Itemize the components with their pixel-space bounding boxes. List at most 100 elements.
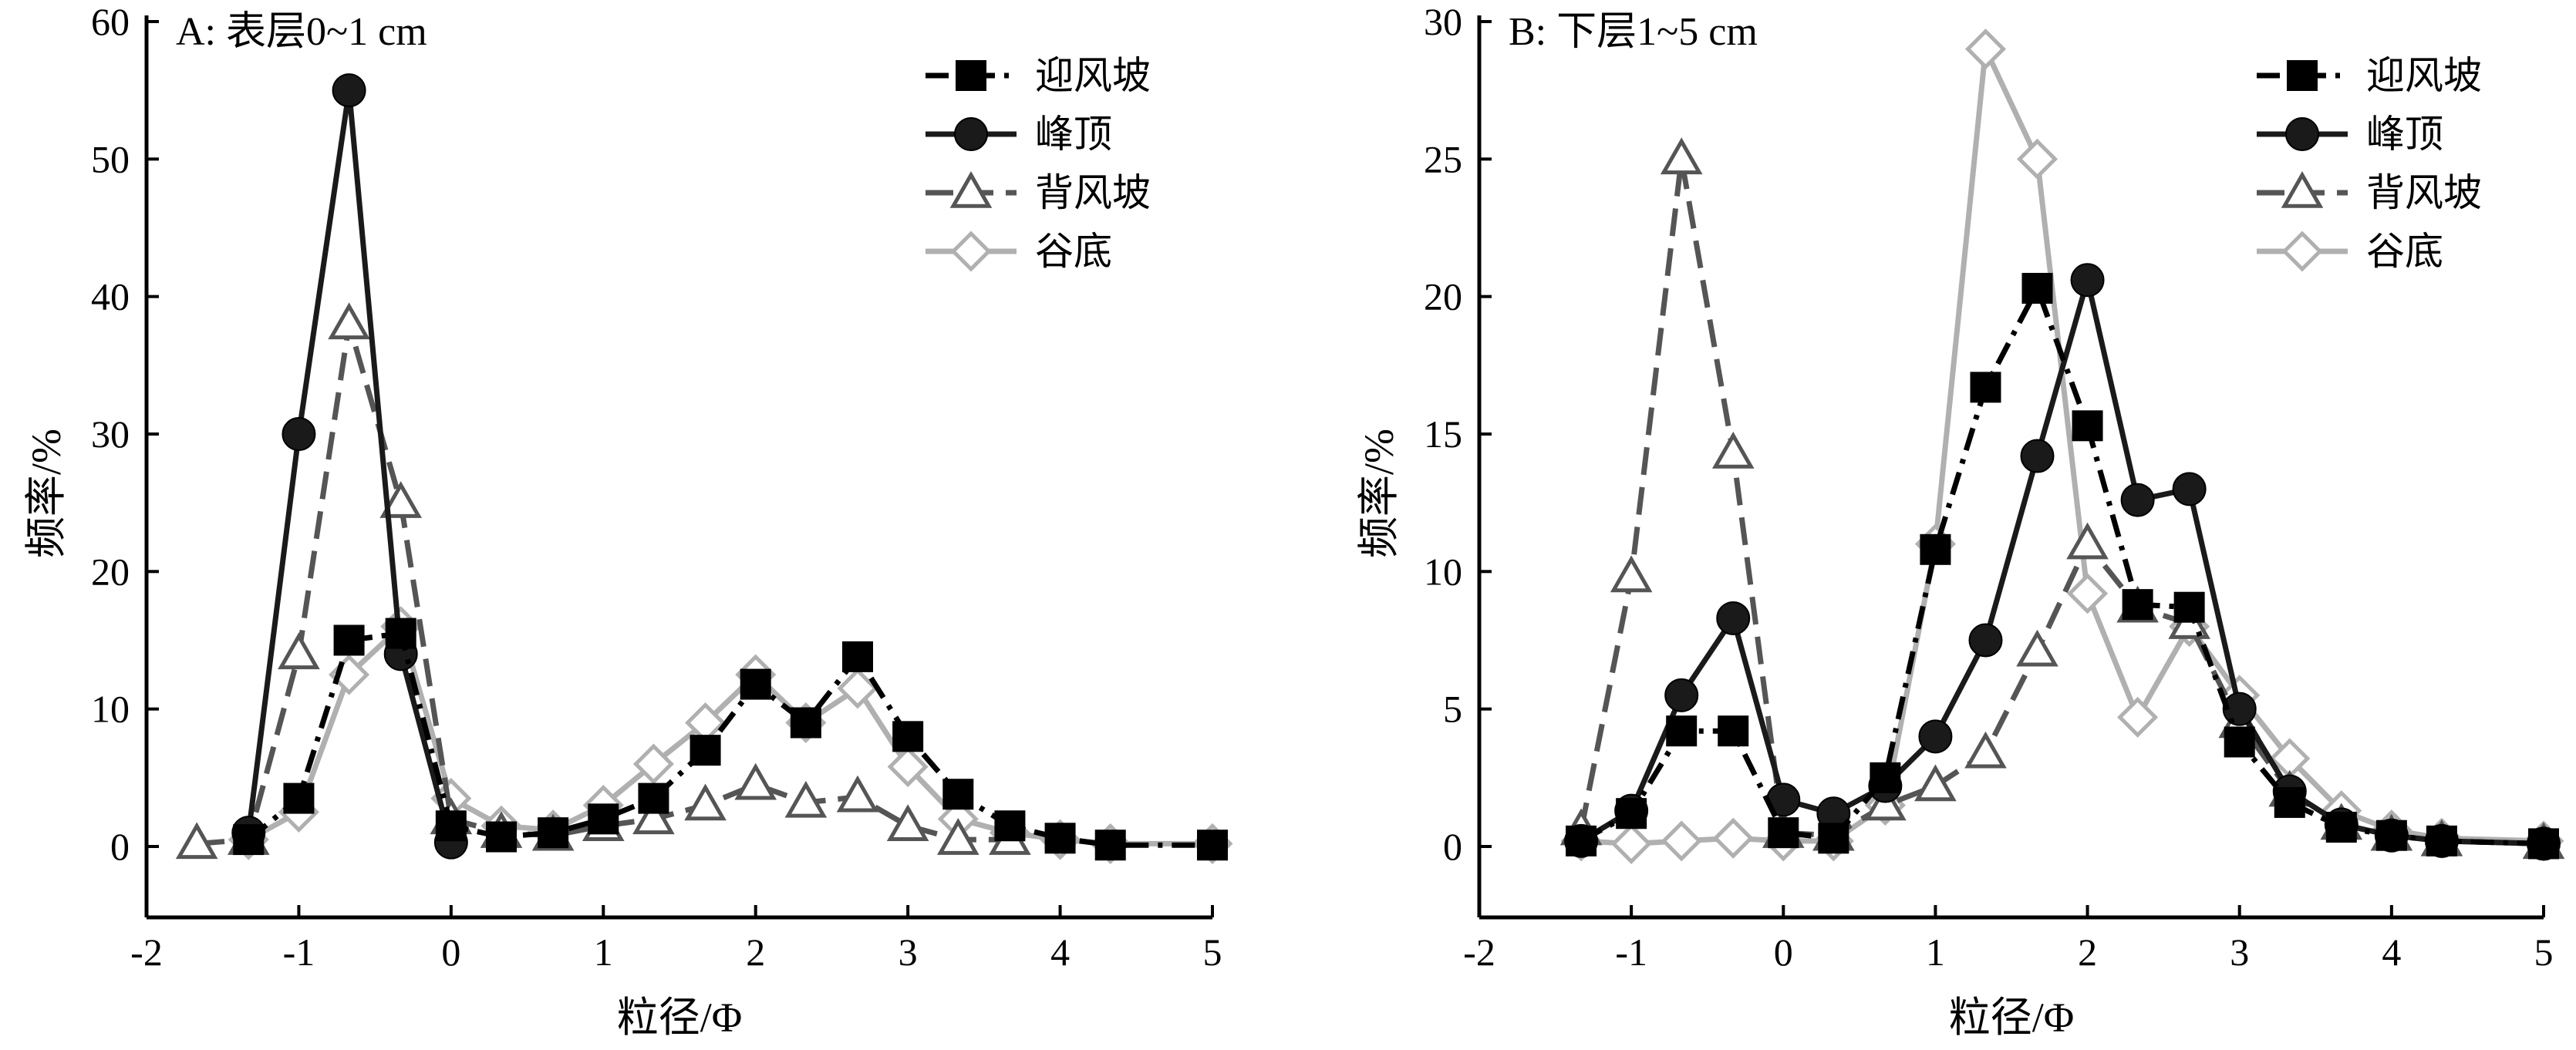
data-point: [385, 618, 416, 649]
data-point: [2066, 522, 2109, 560]
data-point: [1968, 623, 2003, 658]
data-point: [734, 762, 777, 800]
y-tick-label: 30: [1424, 0, 1462, 43]
x-tick-label: 4: [2382, 931, 2401, 974]
y-tick-label: 40: [91, 275, 130, 318]
data-point: [886, 804, 929, 841]
data-point: [1918, 719, 1953, 754]
data-point: [283, 782, 315, 814]
x-tick-label: -1: [1615, 931, 1647, 974]
x-tick-label: 5: [2534, 931, 2554, 974]
legend-label: 背风坡: [2366, 171, 2482, 214]
data-point: [936, 818, 979, 855]
data-point: [1712, 817, 1754, 859]
data-point: [1661, 820, 1702, 862]
data-point: [1666, 715, 1698, 747]
data-point: [1870, 762, 1901, 793]
data-point: [2222, 692, 2257, 726]
data-point: [2117, 696, 2159, 738]
data-point: [1094, 830, 1126, 861]
data-point: [684, 783, 727, 821]
legend-item: 谷底: [2257, 230, 2443, 273]
data-point: [2122, 589, 2153, 621]
legend-item: 迎风坡: [926, 54, 1151, 97]
legend-label: 谷底: [2366, 230, 2443, 273]
data-point: [333, 624, 365, 656]
data-point: [2070, 263, 2105, 298]
x-tick-label: 2: [2078, 931, 2097, 974]
x-tick-label: 3: [2230, 931, 2249, 974]
data-point: [1197, 830, 1228, 861]
data-point: [790, 707, 821, 739]
legend-item: 峰顶: [926, 113, 1112, 156]
x-tick-label: 1: [1926, 931, 1945, 974]
series-line: [196, 321, 1010, 846]
data-point: [841, 641, 873, 672]
data-point: [2426, 825, 2457, 856]
data-point: [638, 782, 669, 814]
panel-title: B: 下层1~5 cm: [1509, 10, 1758, 54]
data-point: [1970, 372, 2001, 403]
data-point: [1044, 823, 1076, 854]
data-point: [2274, 786, 2305, 818]
x-tick-label: 2: [746, 931, 765, 974]
legend-marker: [2285, 117, 2319, 151]
data-point: [942, 779, 974, 810]
data-point: [1716, 601, 1751, 635]
data-point: [332, 73, 366, 108]
data-point: [1711, 431, 1755, 469]
data-point: [1566, 825, 1597, 856]
data-point: [892, 721, 924, 752]
data-point: [282, 417, 316, 451]
data-point: [2021, 272, 2053, 304]
legend-marker: [949, 170, 993, 208]
data-point: [2325, 812, 2357, 843]
series-valley: [228, 606, 1233, 864]
legend-item: 峰顶: [2257, 113, 2443, 156]
data-point: [1914, 764, 1957, 802]
data-point: [1964, 731, 2007, 769]
data-point: [2016, 138, 2058, 180]
legend-item: 背风坡: [926, 170, 1151, 214]
legend-label: 峰顶: [1035, 113, 1112, 156]
data-point: [379, 481, 423, 518]
data-point: [1660, 137, 1703, 175]
data-point: [2020, 439, 2055, 473]
y-tick-label: 50: [91, 137, 130, 180]
data-point: [1610, 823, 1652, 864]
y-tick-label: 0: [110, 825, 130, 868]
x-tick-label: 5: [1203, 931, 1222, 974]
legend-label: 迎风坡: [2366, 54, 2482, 97]
x-tick-label: -1: [283, 931, 315, 974]
legend-label: 峰顶: [2366, 113, 2443, 156]
data-point: [1818, 823, 1849, 854]
series-windward: [1566, 272, 2559, 860]
y-tick-label: 20: [91, 550, 130, 593]
data-point: [278, 632, 320, 670]
y-tick-label: 10: [91, 688, 130, 731]
data-point: [1718, 715, 1749, 747]
data-point: [690, 735, 721, 766]
legend-item: 谷底: [926, 230, 1112, 273]
data-point: [538, 817, 569, 849]
data-point: [486, 821, 518, 853]
data-point: [588, 803, 619, 835]
x-tick-label: 4: [1050, 931, 1070, 974]
panel-title: A: 表层0~1 cm: [176, 10, 427, 54]
chart-panel-b: 0 5 10 15 20 25 30 -2 -1 0 1 2 3 4 5 B: 下层1~5 cm 粒径/Φ 频率/…: [1356, 0, 2565, 1041]
data-point: [2528, 828, 2559, 860]
data-point: [1964, 29, 2007, 70]
data-point: [2173, 591, 2205, 623]
data-point: [994, 810, 1026, 842]
legend-item: 背风坡: [2257, 170, 2482, 214]
y-axis-title: 频率/%: [23, 429, 69, 558]
legend-marker: [956, 60, 986, 91]
x-tick-label: 0: [1774, 931, 1793, 974]
y-tick-label: 0: [1443, 825, 1462, 868]
y-tick-label: 20: [1424, 275, 1462, 318]
legend-marker: [2281, 231, 2323, 272]
data-point: [837, 668, 878, 709]
x-tick-label: 3: [899, 931, 918, 974]
